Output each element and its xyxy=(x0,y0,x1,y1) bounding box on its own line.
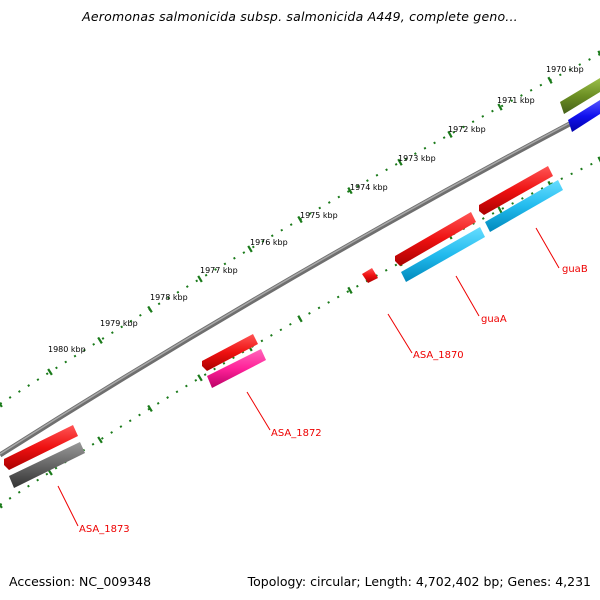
major-tick xyxy=(597,50,600,57)
major-tick xyxy=(47,368,53,376)
kbp-label-1973: 1973 kbp xyxy=(398,154,436,163)
major-tick xyxy=(147,305,153,313)
leader-ASA_1872 xyxy=(246,391,271,431)
kbp-label-1975: 1975 kbp xyxy=(300,211,338,220)
backbone-highlight xyxy=(0,106,600,455)
kbp-label-1977: 1977 kbp xyxy=(200,266,238,275)
major-tick xyxy=(197,275,203,283)
major-tick xyxy=(497,103,503,111)
major-tick xyxy=(97,336,103,344)
gene-label-ASA_1870[interactable]: ASA_1870 xyxy=(413,350,464,361)
leader-guaA xyxy=(455,275,480,317)
gene-guaB-arrow[interactable] xyxy=(479,166,553,215)
kbp-label-1970: 1970 kbp xyxy=(546,65,584,74)
major-tick xyxy=(547,76,553,84)
gene-ASA_1872-cds[interactable] xyxy=(207,349,266,388)
accession-text: Accession: NC_009348 xyxy=(9,574,152,589)
major-tick xyxy=(197,374,203,382)
gene-ASA_1870[interactable] xyxy=(362,268,378,283)
major-tick xyxy=(147,404,153,412)
major-tick xyxy=(297,215,303,224)
major-tick xyxy=(97,436,103,444)
kbp-label-1978: 1978 kbp xyxy=(150,293,188,302)
kbp-label-1972: 1972 kbp xyxy=(448,125,486,134)
major-tick xyxy=(597,156,600,163)
gene-ASA_1873-cds[interactable] xyxy=(9,442,85,488)
feature-olive[interactable] xyxy=(560,78,600,114)
major-tick xyxy=(497,206,503,214)
gene-ASA_1873-arrow[interactable] xyxy=(4,425,78,470)
map-title: Aeromonas salmonicida subsp. salmonicida… xyxy=(82,9,518,24)
label-leaders xyxy=(57,227,560,527)
genome-backbone xyxy=(0,105,600,458)
gene-label-ASA_1873[interactable]: ASA_1873 xyxy=(79,524,130,535)
gene-label-guaA[interactable]: guaA xyxy=(481,314,507,325)
gene-ASA_1872-arrow[interactable] xyxy=(202,334,258,371)
major-tick xyxy=(0,503,3,509)
kbp-label-1980: 1980 kbp xyxy=(48,345,86,354)
kbp-label-1974: 1974 kbp xyxy=(350,183,388,192)
feature-blue[interactable] xyxy=(568,100,600,132)
major-tick xyxy=(297,315,303,323)
major-tick xyxy=(0,401,3,408)
major-tick xyxy=(397,158,403,166)
kbp-label-1976: 1976 kbp xyxy=(250,238,288,247)
gene-guaB-cds[interactable] xyxy=(485,180,563,232)
kbp-label-1979: 1979 kbp xyxy=(100,319,138,328)
major-tick xyxy=(347,187,353,195)
leader-guaB xyxy=(535,227,560,269)
major-tick xyxy=(447,130,453,138)
leader-ASA_1873 xyxy=(57,485,79,527)
kbp-label-1971: 1971 kbp xyxy=(497,96,535,105)
kbp-labels: 1970 kbp 1971 kbp 1972 kbp 1973 kbp 1974… xyxy=(48,65,584,354)
gene-guaA-cds[interactable] xyxy=(401,227,485,282)
gene-guaA-arrow[interactable] xyxy=(395,212,476,266)
outer-tick-ring xyxy=(0,53,600,405)
outer-major-ticks xyxy=(0,50,600,408)
gene-label-guaB[interactable]: guaB xyxy=(562,264,588,275)
topology-summary-text: Topology: circular; Length: 4,702,402 bp… xyxy=(247,574,591,589)
leader-ASA_1870 xyxy=(387,313,413,354)
major-tick xyxy=(247,245,253,253)
gene-label-ASA_1872[interactable]: ASA_1872 xyxy=(271,428,322,439)
major-tick xyxy=(347,286,353,294)
